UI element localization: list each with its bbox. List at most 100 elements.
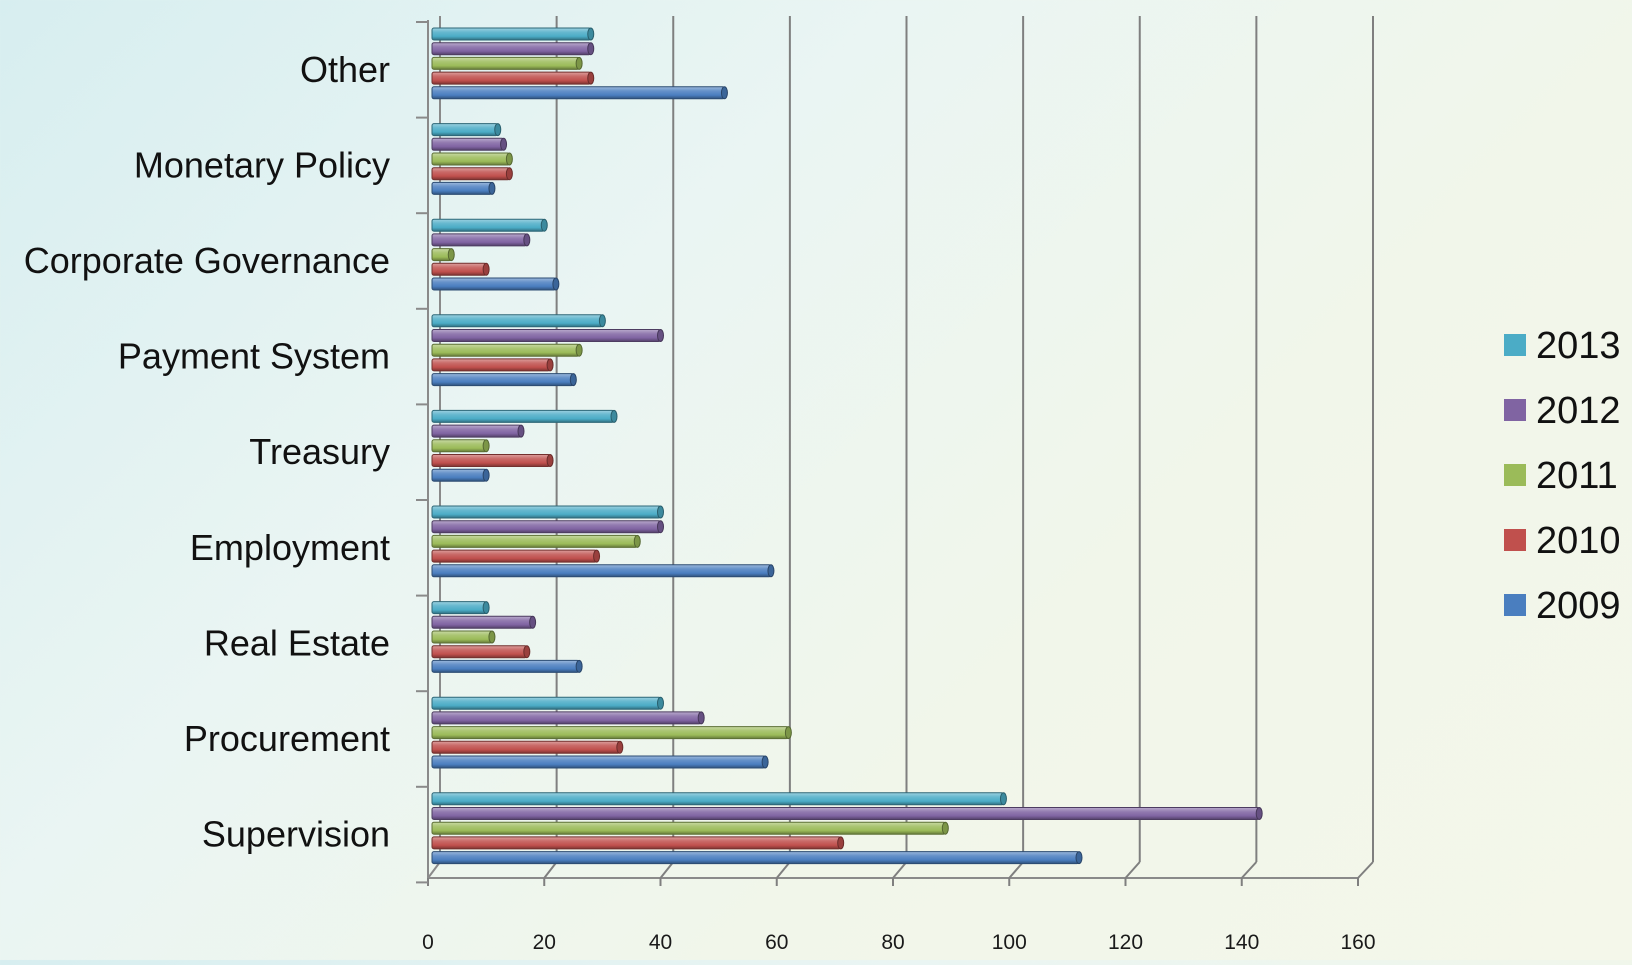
bar	[431, 233, 528, 247]
bar-end-cap	[500, 137, 508, 151]
bar-end-cap	[587, 42, 595, 56]
x-tick-label: 20	[533, 931, 556, 954]
bar	[431, 86, 725, 100]
bar-end-cap	[633, 534, 641, 548]
bar-end-cap	[523, 645, 531, 659]
bar	[431, 520, 661, 534]
bar-end-cap	[720, 86, 728, 100]
bar	[431, 659, 580, 673]
x-tick-label: 160	[1340, 931, 1375, 954]
legend-label: 2010	[1536, 520, 1621, 562]
category-label: Payment System	[118, 336, 390, 377]
bar-end-cap	[529, 615, 537, 629]
bar	[431, 167, 510, 181]
legend-swatch	[1504, 464, 1526, 486]
bar	[431, 343, 580, 357]
bar-end-cap	[482, 601, 490, 615]
bar	[431, 454, 551, 467]
x-tick-label: 120	[1108, 931, 1143, 954]
bar-end-cap	[767, 564, 775, 578]
floor-edge	[427, 861, 441, 879]
x-tick-label: 80	[881, 931, 904, 954]
bar-end-cap	[587, 27, 595, 41]
bar	[431, 123, 499, 137]
bar	[431, 42, 592, 56]
bar	[431, 468, 487, 482]
bar	[431, 409, 615, 423]
x-tick-label: 100	[992, 931, 1027, 954]
bar-end-cap	[616, 740, 624, 754]
y-tick-marks	[416, 21, 428, 884]
category-label: Other	[300, 49, 390, 90]
legend-swatch	[1504, 594, 1526, 616]
bar-end-cap	[482, 439, 490, 453]
bar-end-cap	[523, 233, 531, 247]
bar-end-cap	[697, 711, 705, 725]
bar-end-cap	[784, 726, 792, 740]
bar-end-cap	[494, 123, 502, 137]
bar-end-cap	[587, 71, 595, 85]
bar	[431, 137, 505, 151]
bar	[431, 277, 557, 291]
category-label: Procurement	[184, 718, 390, 759]
bar	[431, 726, 789, 740]
gridlines	[427, 16, 1374, 886]
bar	[431, 262, 487, 276]
gridline-floor	[1124, 861, 1141, 879]
gridline-floor	[892, 861, 908, 879]
legend-label: 2009	[1536, 585, 1621, 627]
bar	[431, 152, 510, 166]
bar-end-cap	[552, 277, 560, 291]
category-label: Real Estate	[204, 622, 390, 663]
bar-end-cap	[540, 218, 548, 232]
bar-end-cap	[482, 468, 490, 482]
bar-end-cap	[505, 152, 513, 166]
bar-end-cap	[657, 329, 664, 342]
x-tick-label: 60	[765, 931, 788, 954]
bar-end-cap	[569, 373, 577, 387]
bar-end-cap	[593, 549, 601, 563]
bar-end-cap	[999, 792, 1007, 806]
bar	[431, 755, 766, 769]
bar	[431, 27, 592, 41]
category-label: Corporate Governance	[24, 240, 390, 281]
bar	[431, 314, 603, 328]
category-label: Monetary Policy	[134, 144, 390, 185]
bar-end-cap	[447, 248, 455, 262]
bar	[431, 792, 1004, 806]
bar-end-cap	[1075, 851, 1083, 865]
bar-end-cap	[575, 343, 583, 357]
bar	[431, 56, 580, 70]
bar-end-cap	[941, 821, 949, 835]
bars	[431, 27, 1263, 865]
x-tick-label: 0	[422, 931, 434, 954]
bar-end-cap	[575, 56, 583, 70]
legend-label: 2011	[1536, 455, 1618, 497]
bar	[431, 329, 661, 342]
gridline-floor	[775, 861, 791, 879]
bar	[431, 549, 598, 563]
bar	[431, 645, 528, 659]
bar	[431, 615, 534, 629]
bar	[431, 836, 842, 850]
bar	[431, 564, 772, 578]
bar	[431, 711, 702, 725]
bar	[431, 696, 661, 710]
bar	[431, 218, 545, 232]
bar-end-cap	[1255, 807, 1263, 820]
bar	[431, 424, 522, 438]
bar	[431, 740, 621, 754]
bar	[431, 821, 946, 835]
bar-end-cap	[610, 409, 618, 423]
bar	[431, 601, 487, 615]
bar	[431, 807, 1260, 820]
category-labels: Supervision Procurement Real Estate Employm…	[24, 49, 390, 855]
bar-end-cap	[505, 167, 513, 181]
bar-end-cap	[488, 181, 496, 195]
bar-end-cap	[488, 630, 496, 644]
category-label: Supervision	[202, 814, 390, 855]
legend-swatch	[1504, 529, 1526, 551]
bar	[431, 358, 551, 372]
